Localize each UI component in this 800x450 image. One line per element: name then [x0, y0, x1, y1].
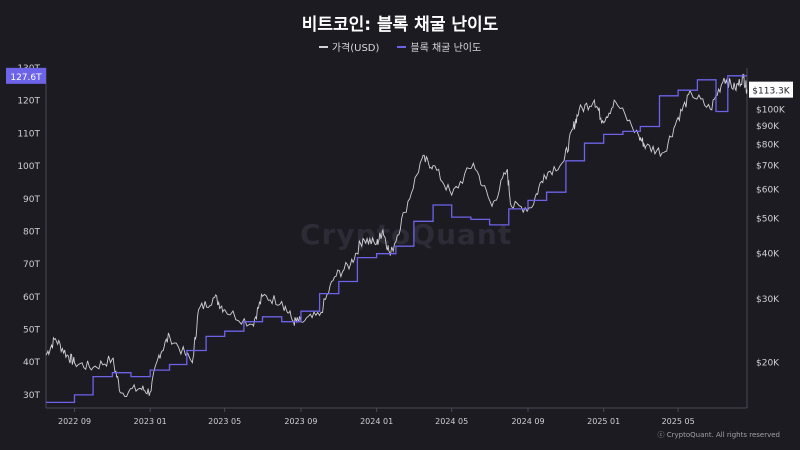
- y-left-tick-label: 120T: [17, 97, 40, 107]
- y-left-tick-label: 30T: [23, 391, 40, 401]
- y-right-tick-label: $60K: [756, 186, 780, 196]
- x-tick-label: 2025 05: [662, 417, 695, 426]
- x-tick-label: 2022 09: [58, 417, 91, 426]
- y-left-tick-label: 80T: [23, 227, 40, 237]
- y-right-tick-label: $20K: [756, 359, 780, 369]
- x-tick-label: 2023 05: [208, 417, 241, 426]
- y-right-tick-label: $70K: [756, 161, 780, 171]
- y-left-tick-label: 50T: [23, 326, 40, 336]
- current-difficulty-badge: [6, 67, 46, 84]
- legend-item-difficulty[interactable]: 블록 채굴 난이도: [397, 39, 481, 54]
- legend-swatch-difficulty: [397, 45, 407, 48]
- x-tick-label: 2023 01: [134, 417, 167, 426]
- y-right-tick-label: $40K: [756, 250, 780, 260]
- y-right-tick-label: $90K: [756, 122, 780, 132]
- y-left-tick-label: 40T: [23, 358, 40, 368]
- current-difficulty-label: 127.6T: [10, 73, 42, 83]
- copyright-credit: ⓒ CryptoQuant. All rights reserved: [657, 431, 780, 439]
- x-tick-label: 2023 09: [284, 417, 317, 426]
- legend-label-difficulty: 블록 채굴 난이도: [410, 43, 482, 54]
- y-right-tick-label: $100K: [756, 105, 786, 115]
- x-tick-label: 2024 09: [511, 417, 544, 426]
- series-line-price: [45, 73, 748, 398]
- current-price-badge: [749, 81, 793, 98]
- y-right-tick-label: $80K: [756, 140, 780, 150]
- x-tick-label: 2025 01: [587, 417, 620, 426]
- legend-swatch-price: [318, 45, 328, 48]
- y-left-tick-label: 90T: [23, 195, 40, 205]
- x-tick-label: 2024 05: [435, 417, 468, 426]
- y-right-tick-label: $50K: [756, 214, 780, 224]
- chart-title: 비트코인: 블록 채굴 난이도: [301, 15, 499, 35]
- series-line-difficulty: [46, 75, 747, 404]
- y-left-tick-label: 60T: [23, 293, 40, 303]
- y-left-tick-label: 100T: [17, 162, 40, 172]
- y-right-tick-label: $30K: [756, 295, 780, 305]
- current-price-label: $113.3K: [752, 87, 790, 97]
- y-left-tick-label: 110T: [17, 129, 40, 139]
- x-tick-label: 2024 01: [360, 417, 393, 426]
- legend: 가격(USD) 블록 채굴 난이도: [0, 39, 800, 54]
- legend-item-price[interactable]: 가격(USD): [318, 39, 380, 54]
- legend-label-price: 가격(USD): [331, 43, 380, 54]
- y-left-tick-label: 70T: [23, 260, 40, 270]
- watermark: CryptoQuant: [300, 218, 513, 251]
